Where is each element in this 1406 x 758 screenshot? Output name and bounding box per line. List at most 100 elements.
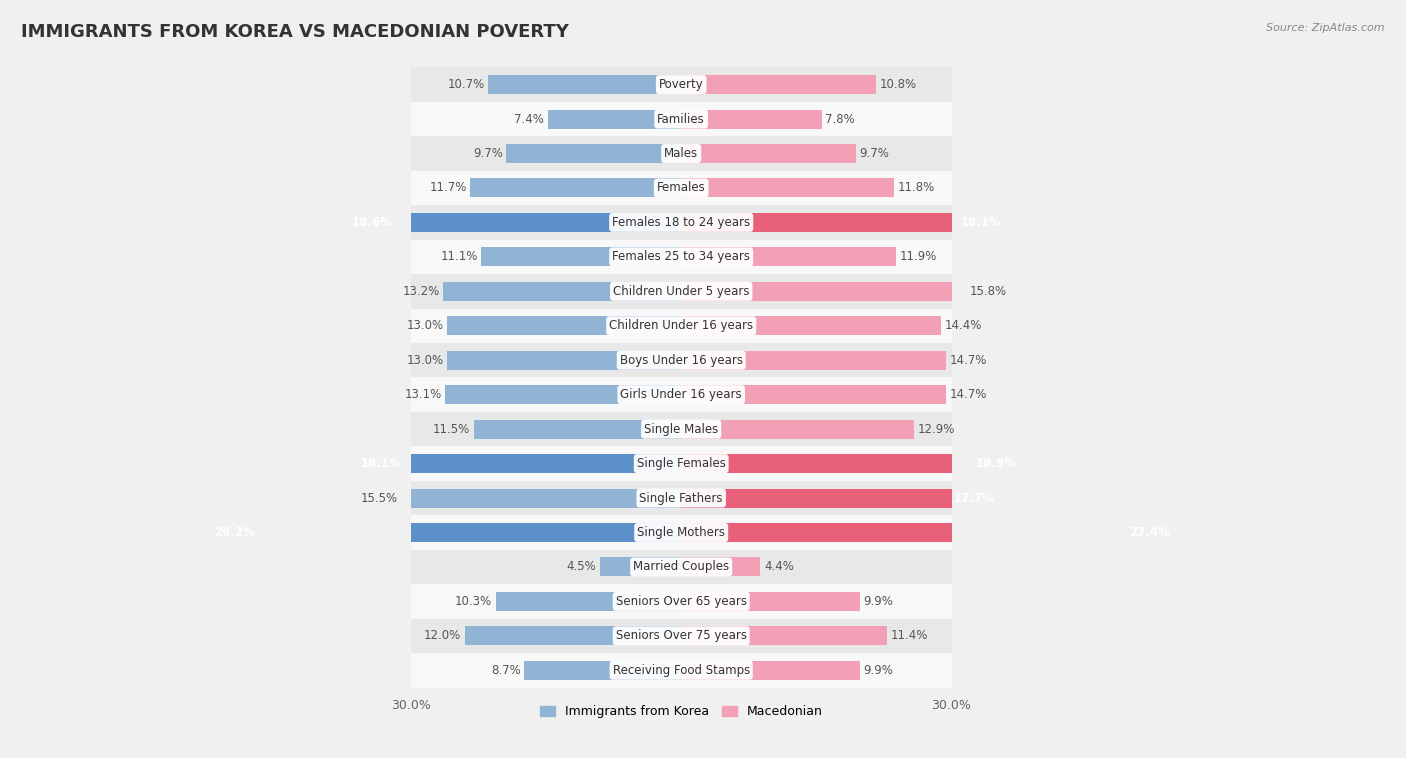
Text: 18.1%: 18.1%: [360, 457, 401, 470]
Bar: [411, 377, 952, 412]
Text: 10.7%: 10.7%: [447, 78, 485, 91]
Bar: [600, 557, 681, 576]
Bar: [681, 385, 946, 404]
Bar: [411, 274, 952, 309]
Bar: [411, 446, 952, 481]
Bar: [681, 592, 859, 611]
Bar: [474, 420, 681, 439]
Bar: [681, 351, 946, 370]
Bar: [681, 626, 887, 645]
Text: IMMIGRANTS FROM KOREA VS MACEDONIAN POVERTY: IMMIGRANTS FROM KOREA VS MACEDONIAN POVE…: [21, 23, 569, 41]
Bar: [681, 282, 966, 301]
Bar: [681, 454, 1022, 473]
Text: 18.1%: 18.1%: [962, 216, 1002, 229]
Text: Married Couples: Married Couples: [633, 560, 730, 574]
Bar: [411, 619, 952, 653]
Bar: [411, 240, 952, 274]
Bar: [681, 420, 914, 439]
Bar: [411, 309, 952, 343]
Bar: [681, 316, 941, 335]
Text: 11.9%: 11.9%: [900, 250, 936, 263]
Bar: [681, 523, 1175, 542]
Text: Girls Under 16 years: Girls Under 16 years: [620, 388, 742, 401]
Bar: [443, 282, 681, 301]
Bar: [681, 213, 1007, 232]
Text: 15.8%: 15.8%: [970, 285, 1007, 298]
Text: 14.4%: 14.4%: [945, 319, 981, 332]
Bar: [495, 592, 681, 611]
Text: 18.6%: 18.6%: [352, 216, 392, 229]
Bar: [488, 75, 681, 94]
Bar: [681, 144, 856, 163]
Bar: [681, 178, 894, 197]
Bar: [447, 351, 681, 370]
Text: 14.7%: 14.7%: [949, 354, 987, 367]
Bar: [548, 110, 681, 129]
Text: 13.2%: 13.2%: [402, 285, 440, 298]
Text: Source: ZipAtlas.com: Source: ZipAtlas.com: [1267, 23, 1385, 33]
Bar: [411, 102, 952, 136]
Text: 11.7%: 11.7%: [429, 181, 467, 195]
Text: Receiving Food Stamps: Receiving Food Stamps: [613, 664, 749, 677]
Bar: [681, 557, 761, 576]
Bar: [681, 110, 821, 129]
Bar: [411, 171, 952, 205]
Text: 7.8%: 7.8%: [825, 112, 855, 126]
Text: 11.8%: 11.8%: [897, 181, 935, 195]
Bar: [411, 136, 952, 171]
Text: 10.3%: 10.3%: [456, 595, 492, 608]
Text: 26.2%: 26.2%: [215, 526, 256, 539]
Bar: [411, 550, 952, 584]
Text: 11.4%: 11.4%: [890, 629, 928, 642]
Bar: [681, 247, 896, 266]
Text: 15.5%: 15.5%: [361, 491, 398, 505]
Bar: [524, 661, 681, 680]
Bar: [411, 481, 952, 515]
Bar: [402, 489, 681, 508]
Text: 10.8%: 10.8%: [879, 78, 917, 91]
Bar: [356, 454, 681, 473]
Text: Seniors Over 75 years: Seniors Over 75 years: [616, 629, 747, 642]
Text: 27.4%: 27.4%: [1129, 526, 1170, 539]
Text: 9.7%: 9.7%: [472, 147, 503, 160]
Bar: [411, 67, 952, 102]
Text: Females 18 to 24 years: Females 18 to 24 years: [612, 216, 751, 229]
Text: 7.4%: 7.4%: [515, 112, 544, 126]
Text: 14.7%: 14.7%: [949, 388, 987, 401]
Text: Single Males: Single Males: [644, 423, 718, 436]
Text: Seniors Over 65 years: Seniors Over 65 years: [616, 595, 747, 608]
Bar: [411, 653, 952, 688]
Text: Females: Females: [657, 181, 706, 195]
Text: Poverty: Poverty: [659, 78, 703, 91]
Text: Children Under 5 years: Children Under 5 years: [613, 285, 749, 298]
Bar: [681, 489, 1000, 508]
Legend: Immigrants from Korea, Macedonian: Immigrants from Korea, Macedonian: [534, 700, 828, 723]
Bar: [465, 626, 681, 645]
Bar: [411, 584, 952, 619]
Bar: [471, 178, 681, 197]
Text: 9.9%: 9.9%: [863, 664, 893, 677]
Text: 12.9%: 12.9%: [917, 423, 955, 436]
Text: 8.7%: 8.7%: [491, 664, 520, 677]
Text: Females 25 to 34 years: Females 25 to 34 years: [612, 250, 751, 263]
Text: Families: Families: [658, 112, 704, 126]
Text: 17.7%: 17.7%: [955, 491, 995, 505]
Text: 13.0%: 13.0%: [406, 354, 443, 367]
Text: 13.1%: 13.1%: [405, 388, 441, 401]
Text: 13.0%: 13.0%: [406, 319, 443, 332]
Bar: [411, 412, 952, 446]
Bar: [681, 661, 859, 680]
Bar: [411, 205, 952, 240]
Text: 4.5%: 4.5%: [567, 560, 596, 574]
Text: Single Mothers: Single Mothers: [637, 526, 725, 539]
Bar: [346, 213, 681, 232]
Bar: [209, 523, 681, 542]
Text: 11.5%: 11.5%: [433, 423, 471, 436]
Bar: [446, 385, 681, 404]
Text: 11.1%: 11.1%: [440, 250, 478, 263]
Text: Boys Under 16 years: Boys Under 16 years: [620, 354, 742, 367]
Text: 18.9%: 18.9%: [976, 457, 1017, 470]
Text: 4.4%: 4.4%: [763, 560, 794, 574]
Text: Children Under 16 years: Children Under 16 years: [609, 319, 754, 332]
Text: 9.7%: 9.7%: [859, 147, 890, 160]
